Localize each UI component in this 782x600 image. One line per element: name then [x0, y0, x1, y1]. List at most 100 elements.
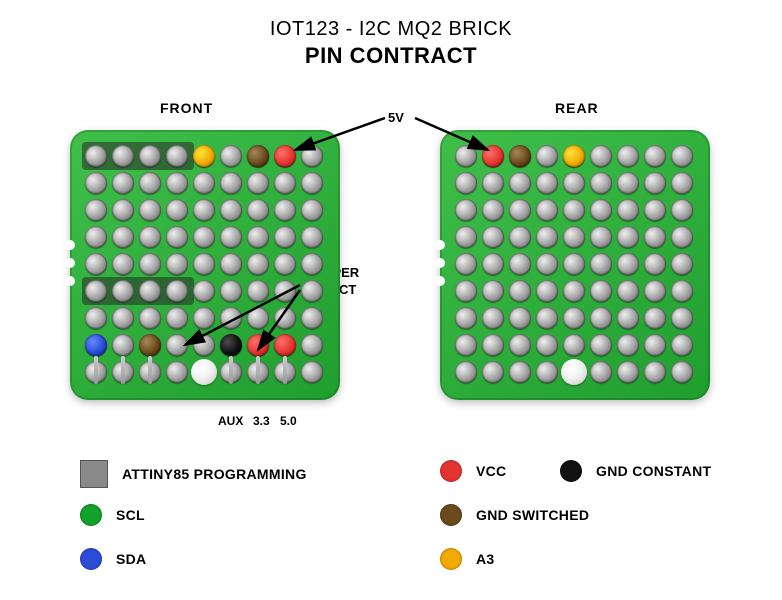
solder-pad	[455, 172, 477, 194]
title-line2: PIN CONTRACT	[0, 43, 782, 69]
solder-pad	[301, 280, 323, 302]
solder-pad	[220, 226, 242, 248]
solder-pad	[166, 307, 188, 329]
solder-pad	[112, 172, 134, 194]
solder-pad	[671, 253, 693, 275]
front-board	[70, 130, 340, 400]
solder-pad	[139, 145, 161, 167]
solder-pad	[590, 145, 612, 167]
solder-pad	[193, 334, 215, 356]
solder-pad	[247, 226, 269, 248]
pin	[220, 334, 242, 356]
solder-pad	[590, 172, 612, 194]
solder-pad	[301, 361, 323, 383]
solder-pad	[644, 361, 666, 383]
solder-pad	[563, 199, 585, 221]
solder-pad	[112, 199, 134, 221]
solder-pad	[617, 172, 639, 194]
aux-label: AUX	[218, 414, 243, 428]
pin	[274, 145, 296, 167]
pin	[274, 334, 296, 356]
solder-pad	[671, 307, 693, 329]
solder-pad	[112, 334, 134, 356]
solder-pad	[139, 280, 161, 302]
solder-pad	[193, 253, 215, 275]
solder-pad	[247, 253, 269, 275]
solder-pad	[166, 280, 188, 302]
solder-pad	[590, 199, 612, 221]
solder-pad	[482, 361, 504, 383]
solder-pad	[455, 361, 477, 383]
solder-pad	[274, 226, 296, 248]
solder-pad	[455, 280, 477, 302]
solder-pad	[274, 172, 296, 194]
solder-pad	[301, 226, 323, 248]
solder-pad	[85, 280, 107, 302]
solder-pad	[509, 334, 531, 356]
solder-pad	[455, 199, 477, 221]
solder-pad	[301, 334, 323, 356]
solder-pad	[617, 253, 639, 275]
title-line1: IOT123 - I2C MQ2 BRICK	[0, 18, 782, 41]
solder-pad	[166, 226, 188, 248]
pin	[509, 145, 531, 167]
pin	[85, 334, 107, 356]
solder-pad	[455, 145, 477, 167]
solder-pad	[536, 199, 558, 221]
solder-pad	[220, 172, 242, 194]
solder-pad	[482, 307, 504, 329]
solder-pad	[563, 172, 585, 194]
solder-pad	[671, 361, 693, 383]
v33-label: 3.3	[253, 414, 270, 428]
legend-sda: SDA	[116, 551, 146, 567]
solder-pad	[671, 172, 693, 194]
solder-pad	[85, 253, 107, 275]
solder-pad	[220, 307, 242, 329]
solder-pad	[590, 253, 612, 275]
solder-pad	[166, 145, 188, 167]
solder-pad	[509, 280, 531, 302]
solder-pad	[590, 280, 612, 302]
solder-pad	[166, 334, 188, 356]
solder-pad	[455, 253, 477, 275]
solder-pad	[617, 145, 639, 167]
solder-pad	[644, 280, 666, 302]
solder-pad	[220, 253, 242, 275]
legend-attiny: ATTINY85 PROGRAMMING	[122, 466, 307, 482]
solder-pad	[644, 199, 666, 221]
solder-pad	[563, 307, 585, 329]
solder-pad	[220, 280, 242, 302]
solder-pad	[536, 280, 558, 302]
solder-pad	[644, 334, 666, 356]
solder-pad	[536, 145, 558, 167]
solder-pad	[139, 199, 161, 221]
vcc-swatch	[440, 460, 462, 482]
solder-pad	[301, 199, 323, 221]
v50-label: 5.0	[280, 414, 297, 428]
gnd-sw-swatch	[440, 504, 462, 526]
solder-pad	[536, 172, 558, 194]
solder-pad	[112, 145, 134, 167]
solder-pad	[193, 226, 215, 248]
solder-pad	[482, 253, 504, 275]
scl-swatch	[80, 504, 102, 526]
solder-pad	[563, 334, 585, 356]
solder-pad	[274, 199, 296, 221]
solder-pad	[509, 172, 531, 194]
solder-pad	[617, 226, 639, 248]
solder-pad	[85, 226, 107, 248]
solder-pad	[482, 199, 504, 221]
solder-pad	[85, 145, 107, 167]
rear-board	[440, 130, 710, 400]
solder-pad	[563, 280, 585, 302]
solder-pad	[220, 199, 242, 221]
solder-pad	[85, 307, 107, 329]
solder-pad	[139, 172, 161, 194]
solder-pad	[166, 253, 188, 275]
solder-pad	[563, 226, 585, 248]
solder-pad	[247, 172, 269, 194]
pin	[482, 145, 504, 167]
solder-pad	[166, 361, 188, 383]
sda-swatch	[80, 548, 102, 570]
solder-pad	[112, 226, 134, 248]
